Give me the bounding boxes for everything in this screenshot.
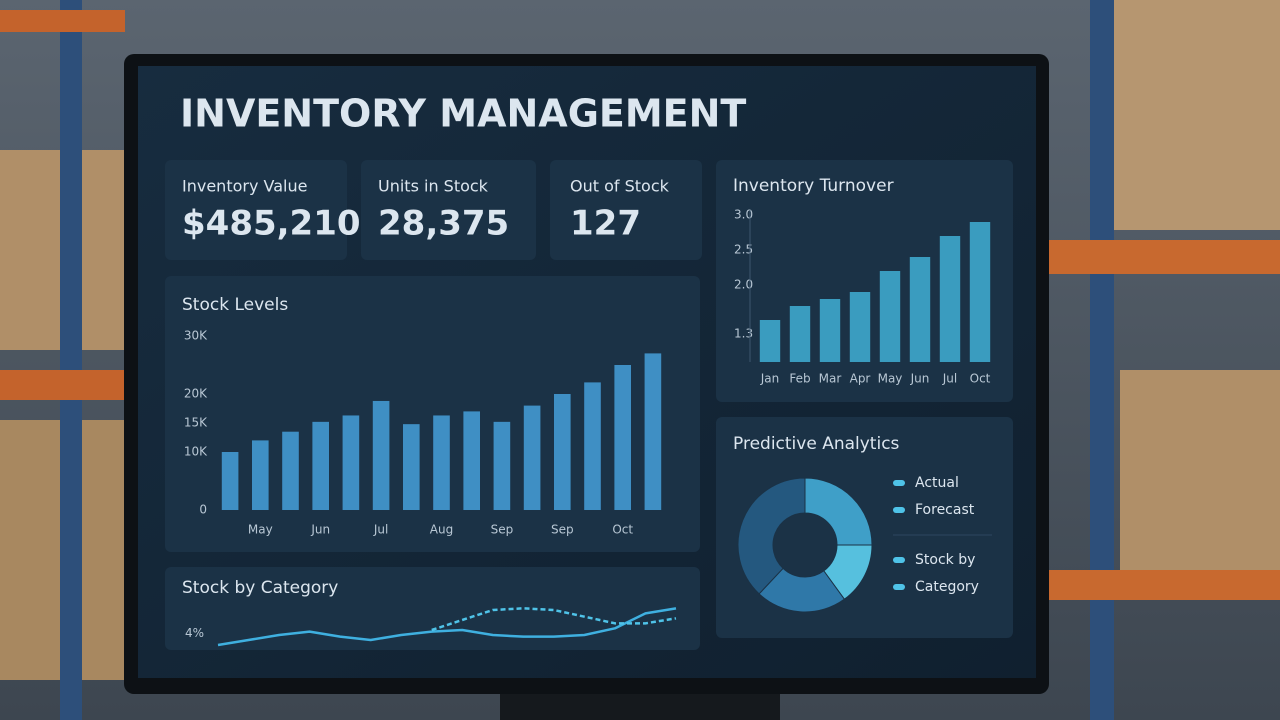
page-title: INVENTORY MANAGEMENT bbox=[180, 92, 746, 136]
legend-marker bbox=[893, 480, 905, 486]
x-tick-label: Jul bbox=[373, 523, 388, 537]
bar bbox=[879, 271, 901, 362]
x-tick-label: Oct bbox=[970, 372, 991, 386]
bar bbox=[614, 365, 632, 510]
monitor-stand bbox=[500, 690, 780, 720]
bar bbox=[584, 382, 601, 510]
bar bbox=[759, 320, 781, 362]
chart-title: Stock Levels bbox=[182, 295, 288, 315]
bar bbox=[402, 424, 420, 510]
x-tick-label: Jan bbox=[760, 372, 780, 386]
panel bbox=[165, 567, 700, 650]
bar bbox=[251, 440, 269, 510]
bar bbox=[939, 236, 961, 362]
legend-marker bbox=[893, 557, 905, 563]
chart-title: Inventory Turnover bbox=[733, 176, 894, 196]
chart-title: Stock by Category bbox=[182, 578, 338, 598]
y-tick-label: 2.0 bbox=[734, 278, 753, 292]
y-tick-label: 2.5 bbox=[734, 243, 753, 257]
x-tick-label: May bbox=[878, 372, 903, 386]
shelves-right bbox=[1048, 0, 1280, 720]
legend-marker bbox=[893, 584, 905, 590]
legend-label: Category bbox=[915, 579, 979, 595]
bar bbox=[463, 411, 481, 510]
x-tick-label: Sep bbox=[491, 523, 514, 537]
bar bbox=[849, 292, 871, 362]
bar bbox=[372, 400, 390, 510]
x-tick-label: Oct bbox=[612, 523, 633, 537]
kpi-label: Out of Stock bbox=[570, 177, 670, 196]
x-tick-label: Aug bbox=[430, 523, 453, 537]
bar bbox=[969, 222, 991, 362]
legend-label: Actual bbox=[915, 475, 959, 491]
bar bbox=[493, 421, 511, 510]
y-tick-label: 4% bbox=[185, 626, 204, 640]
bar bbox=[819, 299, 841, 362]
shelves-left bbox=[0, 0, 125, 720]
bar bbox=[553, 394, 571, 510]
chart-title: Predictive Analytics bbox=[733, 434, 900, 454]
bar bbox=[282, 431, 299, 510]
kpi-card: Inventory Value $485,210 bbox=[165, 160, 361, 260]
bar bbox=[789, 306, 811, 362]
kpi-label: Inventory Value bbox=[182, 177, 307, 196]
bar bbox=[909, 257, 931, 362]
x-tick-label: Mar bbox=[819, 372, 842, 386]
x-tick-label: Jun bbox=[310, 523, 330, 537]
bar bbox=[221, 452, 239, 510]
x-tick-label: Apr bbox=[850, 372, 871, 386]
legend-label: Forecast bbox=[915, 502, 975, 518]
kpi-card: Units in Stock 28,375 bbox=[361, 160, 536, 260]
y-tick-label: 3.0 bbox=[734, 208, 753, 222]
kpi-value: $485,210 bbox=[182, 204, 361, 244]
kpi-label: Units in Stock bbox=[378, 177, 489, 196]
y-tick-label: 30K bbox=[184, 329, 208, 343]
line-series bbox=[431, 607, 677, 632]
kpi-value: 127 bbox=[570, 204, 641, 244]
y-tick-label: 15K bbox=[184, 416, 208, 430]
y-tick-label: 0 bbox=[199, 503, 207, 517]
panel bbox=[716, 160, 1013, 402]
y-tick-label: 1.3 bbox=[734, 327, 753, 341]
legend-label: Stock by bbox=[915, 552, 975, 568]
bar bbox=[312, 421, 330, 510]
bar bbox=[342, 415, 360, 510]
bar bbox=[433, 415, 450, 510]
x-tick-label: Jun bbox=[910, 372, 930, 386]
donut-slice bbox=[804, 477, 873, 546]
x-tick-label: May bbox=[248, 523, 273, 537]
x-tick-label: Sep bbox=[551, 523, 574, 537]
x-tick-label: Feb bbox=[789, 372, 810, 386]
y-tick-label: 10K bbox=[184, 445, 208, 459]
line-series bbox=[217, 607, 677, 647]
kpi-value: 28,375 bbox=[378, 204, 509, 244]
legend-marker bbox=[893, 507, 905, 513]
donut-slice bbox=[737, 477, 806, 595]
bar bbox=[644, 353, 662, 510]
bar bbox=[523, 405, 541, 510]
kpi-card: Out of Stock 127 bbox=[550, 160, 702, 260]
x-tick-label: Jul bbox=[942, 372, 957, 386]
y-tick-label: 20K bbox=[184, 387, 208, 401]
